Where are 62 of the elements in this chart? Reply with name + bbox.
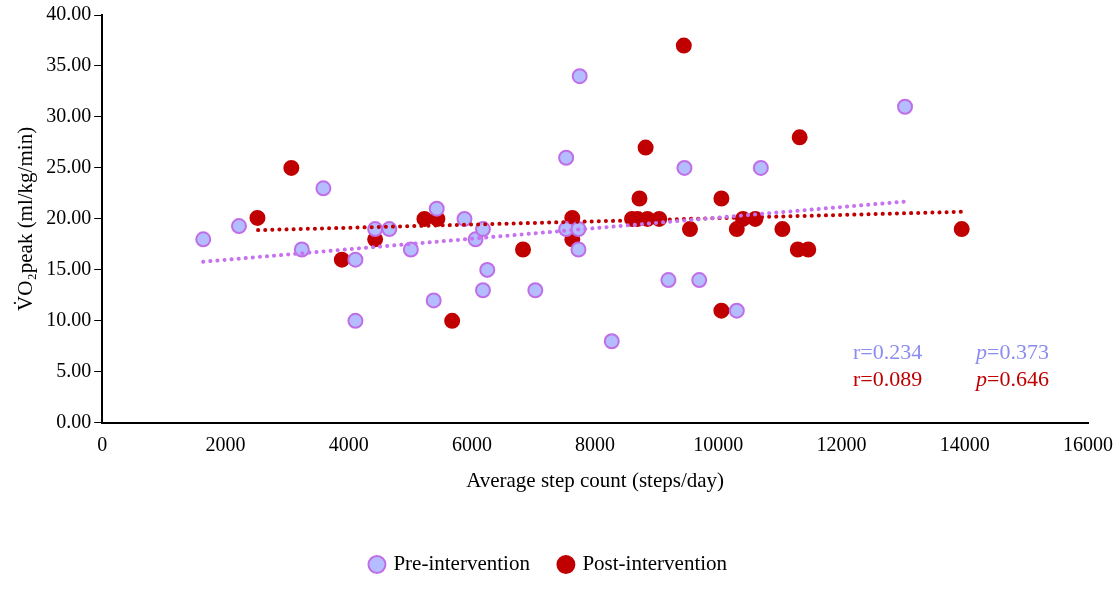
y-tick-label: 10.00: [46, 308, 92, 331]
x-tick-label: 14000: [939, 433, 990, 456]
point: [791, 129, 808, 146]
point: [428, 200, 445, 217]
x-tick-label: 0: [97, 433, 108, 456]
point: [527, 282, 544, 299]
x-tick-label: 4000: [328, 433, 369, 456]
point: [249, 209, 266, 226]
y-tick-label: 30.00: [46, 104, 92, 127]
y-axis-title: V̇O₂peak (ml/kg/min): [13, 126, 38, 311]
point: [230, 218, 247, 235]
x-tick-label: 12000: [816, 433, 867, 456]
y-tick-label: 35.00: [46, 53, 92, 76]
x-tick-label: 6000: [451, 433, 492, 456]
point: [897, 98, 914, 115]
point: [660, 272, 677, 289]
y-tick-label: 5.00: [56, 359, 92, 382]
point: [752, 159, 769, 176]
point: [774, 221, 791, 238]
point: [713, 190, 730, 207]
point: [479, 261, 496, 278]
point: [347, 251, 364, 268]
point: [676, 159, 693, 176]
point: [558, 149, 575, 166]
point: [953, 221, 970, 238]
point: [474, 282, 491, 299]
point: [315, 180, 332, 197]
point: [515, 241, 532, 258]
x-tick-label: 8000: [575, 433, 616, 456]
point: [681, 221, 698, 238]
point: [571, 68, 588, 85]
point: [800, 241, 817, 258]
point: [637, 139, 654, 156]
annotation: p=0.373: [974, 338, 1049, 364]
y-tick-label: 40.00: [46, 2, 92, 25]
point: [456, 210, 473, 227]
x-tick-label: 16000: [1063, 433, 1113, 456]
x-tick-label: 2000: [205, 433, 246, 456]
point: [195, 231, 212, 248]
point: [570, 241, 587, 258]
point: [347, 312, 364, 329]
y-tick-label: 25.00: [46, 155, 92, 178]
legend-label: Pre-intervention: [393, 551, 531, 576]
point: [444, 312, 461, 329]
annotation: r=0.089: [853, 365, 923, 391]
point: [333, 251, 350, 268]
annotation: r=0.234: [853, 338, 923, 364]
point: [425, 292, 442, 309]
point: [713, 302, 730, 319]
point: [631, 190, 648, 207]
point: [691, 272, 708, 289]
y-tick-label: 15.00: [46, 257, 92, 280]
point: [728, 302, 745, 319]
x-axis-title: Average step count (steps/day): [466, 467, 725, 492]
legend-label: Post-intervention: [582, 551, 728, 576]
y-tick-label: 0.00: [56, 410, 92, 433]
point: [283, 159, 300, 176]
y-tick-label: 20.00: [46, 206, 92, 229]
annotation: p=0.646: [974, 365, 1049, 391]
point: [675, 37, 692, 54]
point: [603, 333, 620, 350]
x-tick-label: 10000: [693, 433, 744, 456]
